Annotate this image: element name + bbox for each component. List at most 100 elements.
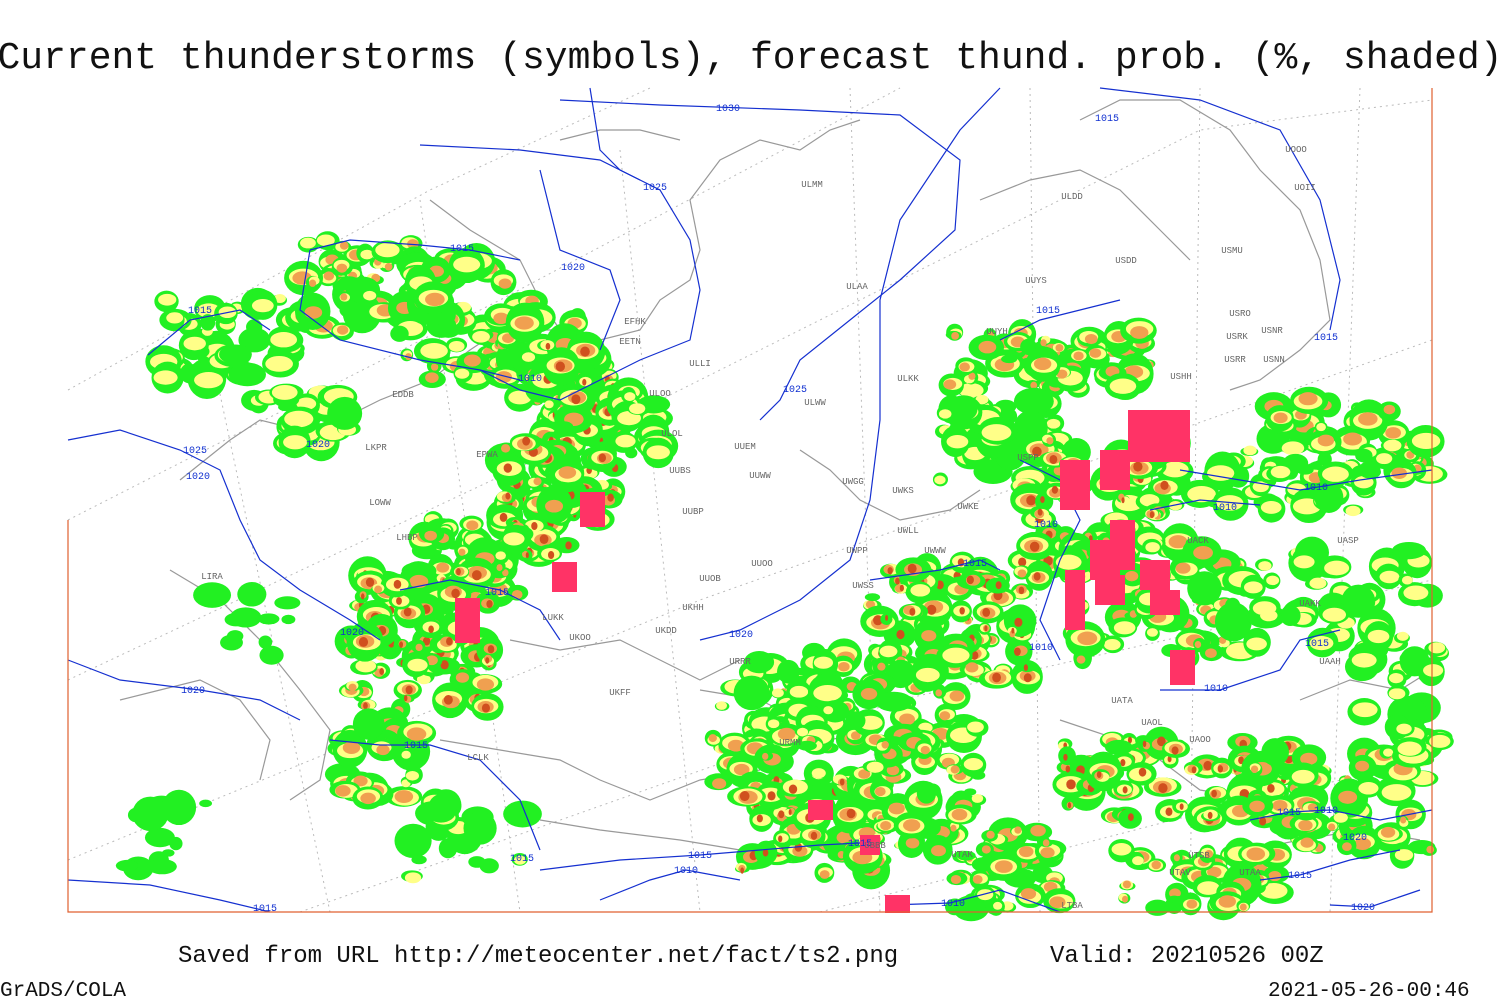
probability-blob: [1030, 381, 1038, 389]
isobar: [539, 842, 861, 871]
station-label: ULMM: [801, 180, 823, 190]
isobar: [1249, 809, 1433, 821]
probability-blob: [1167, 755, 1172, 763]
probability-blob: [1187, 486, 1216, 503]
isobar: [539, 169, 621, 351]
probability-blob: [580, 346, 590, 357]
probability-blob: [183, 336, 206, 351]
probability-blob: [1207, 811, 1213, 819]
probability-blob: [899, 584, 904, 592]
probability-blob: [778, 835, 783, 843]
probability-blob: [1261, 738, 1289, 766]
probability-blob: [984, 625, 988, 632]
probability-blob: [1103, 639, 1121, 651]
title: Current thunderstorms (symbols), forecas…: [0, 37, 1500, 80]
probability-blob: [1186, 899, 1198, 909]
storm-symbol: [1095, 575, 1125, 605]
station-label: ULLI: [689, 359, 711, 369]
thunderstorm-symbols: [455, 410, 1195, 913]
probability-blob: [1084, 334, 1098, 345]
isobar-label: 1030: [716, 104, 740, 115]
timestamp: 2021-05-26-00:46: [1268, 980, 1470, 1000]
isobar-label: 1015: [1288, 871, 1312, 882]
probability-blob: [472, 330, 490, 343]
probability-blob: [949, 690, 965, 702]
probability-blob: [1109, 378, 1137, 394]
probability-blob: [839, 778, 845, 786]
probability-blob: [880, 820, 892, 831]
probability-blob: [1343, 432, 1363, 446]
probability-blob: [1266, 575, 1280, 586]
probability-blob: [958, 383, 984, 398]
map-frame: [67, 88, 1433, 913]
probability-blob: [342, 741, 361, 754]
probability-blob: [1316, 423, 1326, 432]
storm-symbol: [1170, 650, 1195, 685]
probability-blob: [873, 615, 883, 626]
probability-blob: [1158, 783, 1168, 794]
map-labels: 1030 1025 1015 1015 1020 1015 1015 1015 1010 1025…: [181, 104, 1375, 915]
probability-blob: [1429, 734, 1451, 748]
probability-blob: [1157, 736, 1166, 747]
probability-blob: [739, 790, 750, 802]
probability-blob: [986, 830, 995, 839]
probability-blob: [956, 850, 976, 861]
probability-blob: [888, 802, 905, 815]
isobar-label: 1020: [306, 440, 330, 451]
probability-blob: [931, 845, 946, 857]
station-label: UKOO: [569, 633, 591, 643]
isobar: [559, 99, 961, 421]
probability-blob: [443, 694, 453, 705]
probability-blob: [376, 744, 390, 756]
probability-blob: [788, 784, 798, 794]
probability-blob: [885, 614, 889, 621]
storm-symbol: [552, 562, 577, 592]
probability-blob: [533, 477, 542, 486]
station-label: USRO: [1229, 309, 1251, 319]
probability-blob: [1168, 535, 1188, 549]
probability-blob: [1046, 437, 1054, 445]
probability-blob: [348, 683, 357, 692]
probability-blob: [274, 596, 301, 610]
probability-blob: [939, 711, 951, 721]
probability-blob: [353, 775, 368, 787]
station-label: UAOO: [1189, 735, 1211, 745]
isobar-label: 1015: [963, 559, 987, 570]
isobar: [1149, 499, 1261, 511]
station-label: UAKK: [1299, 599, 1321, 609]
station-label: EDDB: [392, 390, 414, 400]
isobar: [589, 87, 641, 181]
probability-blob: [1367, 629, 1390, 644]
probability-blob: [1193, 545, 1213, 560]
probability-blob: [1333, 812, 1348, 823]
probability-blob: [942, 647, 970, 664]
probability-blob: [1391, 467, 1407, 479]
probability-blob: [1013, 647, 1021, 656]
probability-blob: [921, 630, 937, 642]
isobar: [889, 889, 1061, 913]
probability-blob: [251, 299, 274, 313]
station-label: UASP: [1337, 536, 1359, 546]
probability-blob: [463, 811, 497, 845]
probability-blob: [166, 312, 184, 324]
probability-blob: [1280, 605, 1301, 626]
station-label: UOOO: [1285, 145, 1307, 155]
probability-blob: [1161, 461, 1189, 478]
probability-blob: [938, 409, 952, 419]
probability-blob: [503, 463, 513, 473]
probability-blob: [425, 292, 445, 307]
probability-blob: [964, 788, 977, 796]
storm-symbol: [1065, 570, 1085, 630]
probability-blob: [132, 796, 169, 832]
isobar: [1179, 469, 1433, 491]
probability-blob: [1238, 756, 1244, 765]
probability-blob: [147, 858, 177, 875]
probability-blob: [1169, 500, 1182, 511]
probability-blob: [1011, 627, 1015, 634]
station-label: ULDD: [1061, 192, 1083, 202]
probability-blob: [1133, 461, 1143, 472]
probability-blob: [360, 792, 376, 805]
probability-blob: [274, 293, 286, 304]
probability-blob: [1328, 823, 1336, 831]
probability-blob: [1342, 842, 1352, 851]
